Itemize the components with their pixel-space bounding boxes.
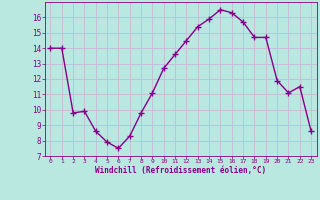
X-axis label: Windchill (Refroidissement éolien,°C): Windchill (Refroidissement éolien,°C)	[95, 166, 266, 175]
